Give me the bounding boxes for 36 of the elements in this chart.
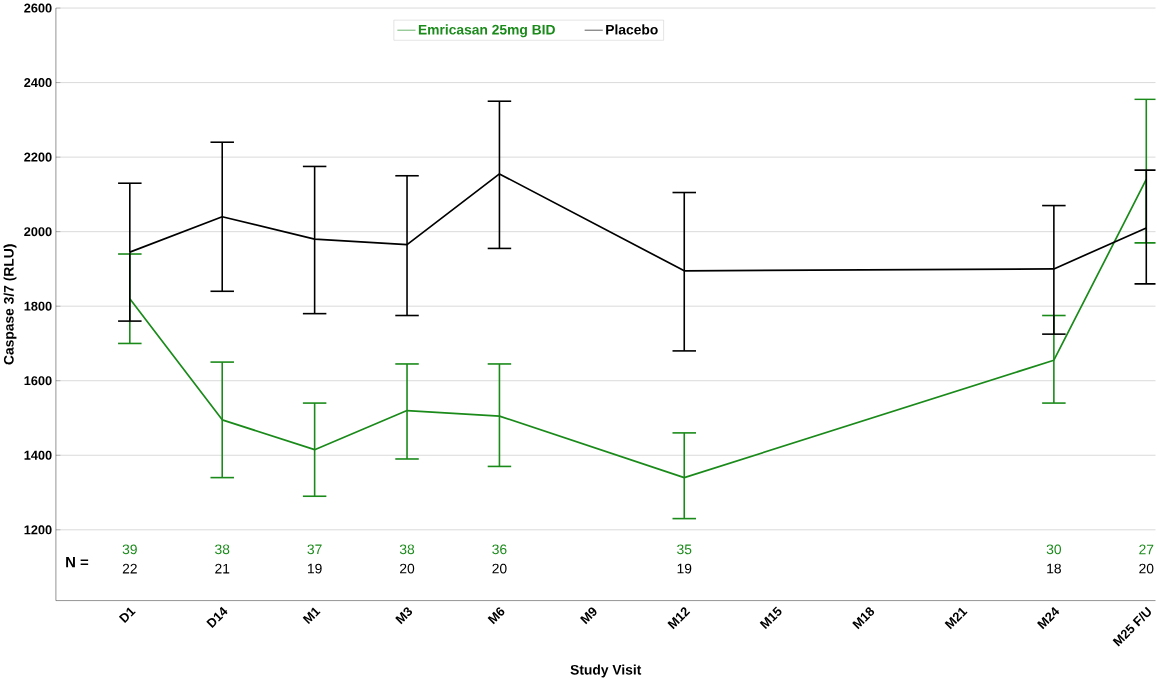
annotation: 20 <box>492 563 507 574</box>
y-axis-title: Caspase 3/7 (RLU) <box>3 244 17 365</box>
annotation: 27 <box>1139 544 1154 555</box>
x-tick-label: M1 <box>302 607 321 625</box>
y-tick-label: 1400 <box>24 450 52 460</box>
x-tick-label: M9 <box>580 607 597 625</box>
annotation: 38 <box>215 544 230 555</box>
annotation: 35 <box>677 544 692 555</box>
annotation: 22 <box>122 563 137 574</box>
x-tick-label: D1 <box>118 607 136 624</box>
annotation: 21 <box>215 563 230 574</box>
annotation: 20 <box>1139 563 1154 574</box>
y-tick-label: 2000 <box>24 227 52 237</box>
annotation: 18 <box>1047 563 1061 574</box>
annotation: 38 <box>399 544 415 555</box>
annotation: 30 <box>1046 544 1062 555</box>
y-tick-label: 2400 <box>24 78 52 88</box>
x-tick-label: D14 <box>206 606 228 629</box>
annotation: 19 <box>677 563 692 574</box>
x-axis-title: Study Visit <box>570 664 642 678</box>
y-tick-label: 1600 <box>24 376 52 386</box>
y-tick-label: 1800 <box>24 301 52 311</box>
legend-label: Placebo <box>606 24 658 35</box>
x-tick-label: M6 <box>487 607 505 625</box>
y-tick-label: 2600 <box>24 3 52 13</box>
x-tick-label: M3 <box>395 607 413 625</box>
annotation: N = <box>66 556 89 568</box>
legend-label: Emricasan 25mg BID <box>418 24 555 38</box>
y-tick-label: 2200 <box>24 152 52 162</box>
annotation: 36 <box>492 544 507 555</box>
x-tick-label: M21 <box>944 607 968 630</box>
annotation: 20 <box>400 563 415 574</box>
annotation: 19 <box>307 563 322 574</box>
y-tick-label: 1200 <box>24 525 52 535</box>
annotation: 39 <box>122 544 137 555</box>
annotation: 37 <box>307 544 322 555</box>
